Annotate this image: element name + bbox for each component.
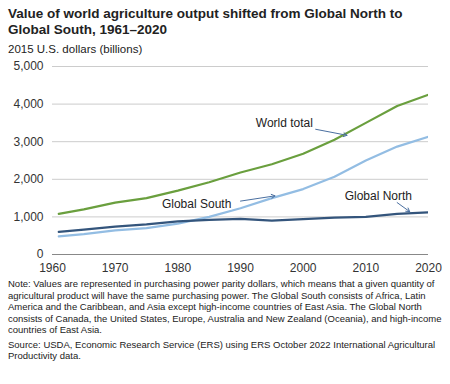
svg-text:0: 0 xyxy=(37,247,44,261)
svg-text:2020: 2020 xyxy=(415,261,442,275)
svg-text:World total: World total xyxy=(256,116,313,130)
svg-text:3,000: 3,000 xyxy=(13,135,43,149)
svg-text:5,000: 5,000 xyxy=(13,59,43,73)
svg-text:2010: 2010 xyxy=(352,261,379,275)
html-text:Note: Values are represented i: Note: Values are represented in purchasi… xyxy=(8,278,442,335)
svg-text:2,000: 2,000 xyxy=(13,172,43,186)
svg-text:1990: 1990 xyxy=(227,261,254,275)
svg-text:1970: 1970 xyxy=(102,261,129,275)
svg-text:Global South: Global South xyxy=(162,197,231,211)
svg-text:4,000: 4,000 xyxy=(13,97,43,111)
svg-text:1980: 1980 xyxy=(164,261,191,275)
svg-text:2000: 2000 xyxy=(290,261,317,275)
html-text:2015 U.S. dollars (billions): 2015 U.S. dollars (billions) xyxy=(8,43,143,55)
svg-text:Global North: Global North xyxy=(345,189,412,203)
html-text:Value of world agriculture out: Value of world agriculture output shifte… xyxy=(8,6,403,37)
svg-text:1960: 1960 xyxy=(39,261,66,275)
svg-text:1,000: 1,000 xyxy=(13,210,43,224)
html-text:Source: USDA, Economic Researc: Source: USDA, Economic Research Service … xyxy=(8,338,436,361)
